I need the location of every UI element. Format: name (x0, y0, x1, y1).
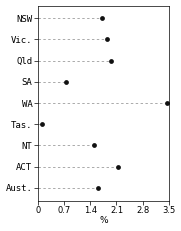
Point (110, 59, 112, 63)
Point (106, 38, 109, 41)
Point (165, 101, 168, 105)
Point (100, 16, 103, 20)
Point (40, 122, 43, 126)
Point (117, 165, 120, 168)
Point (65, 80, 68, 84)
X-axis label: %: % (99, 216, 108, 225)
Point (96, 186, 99, 190)
Point (93, 143, 96, 147)
